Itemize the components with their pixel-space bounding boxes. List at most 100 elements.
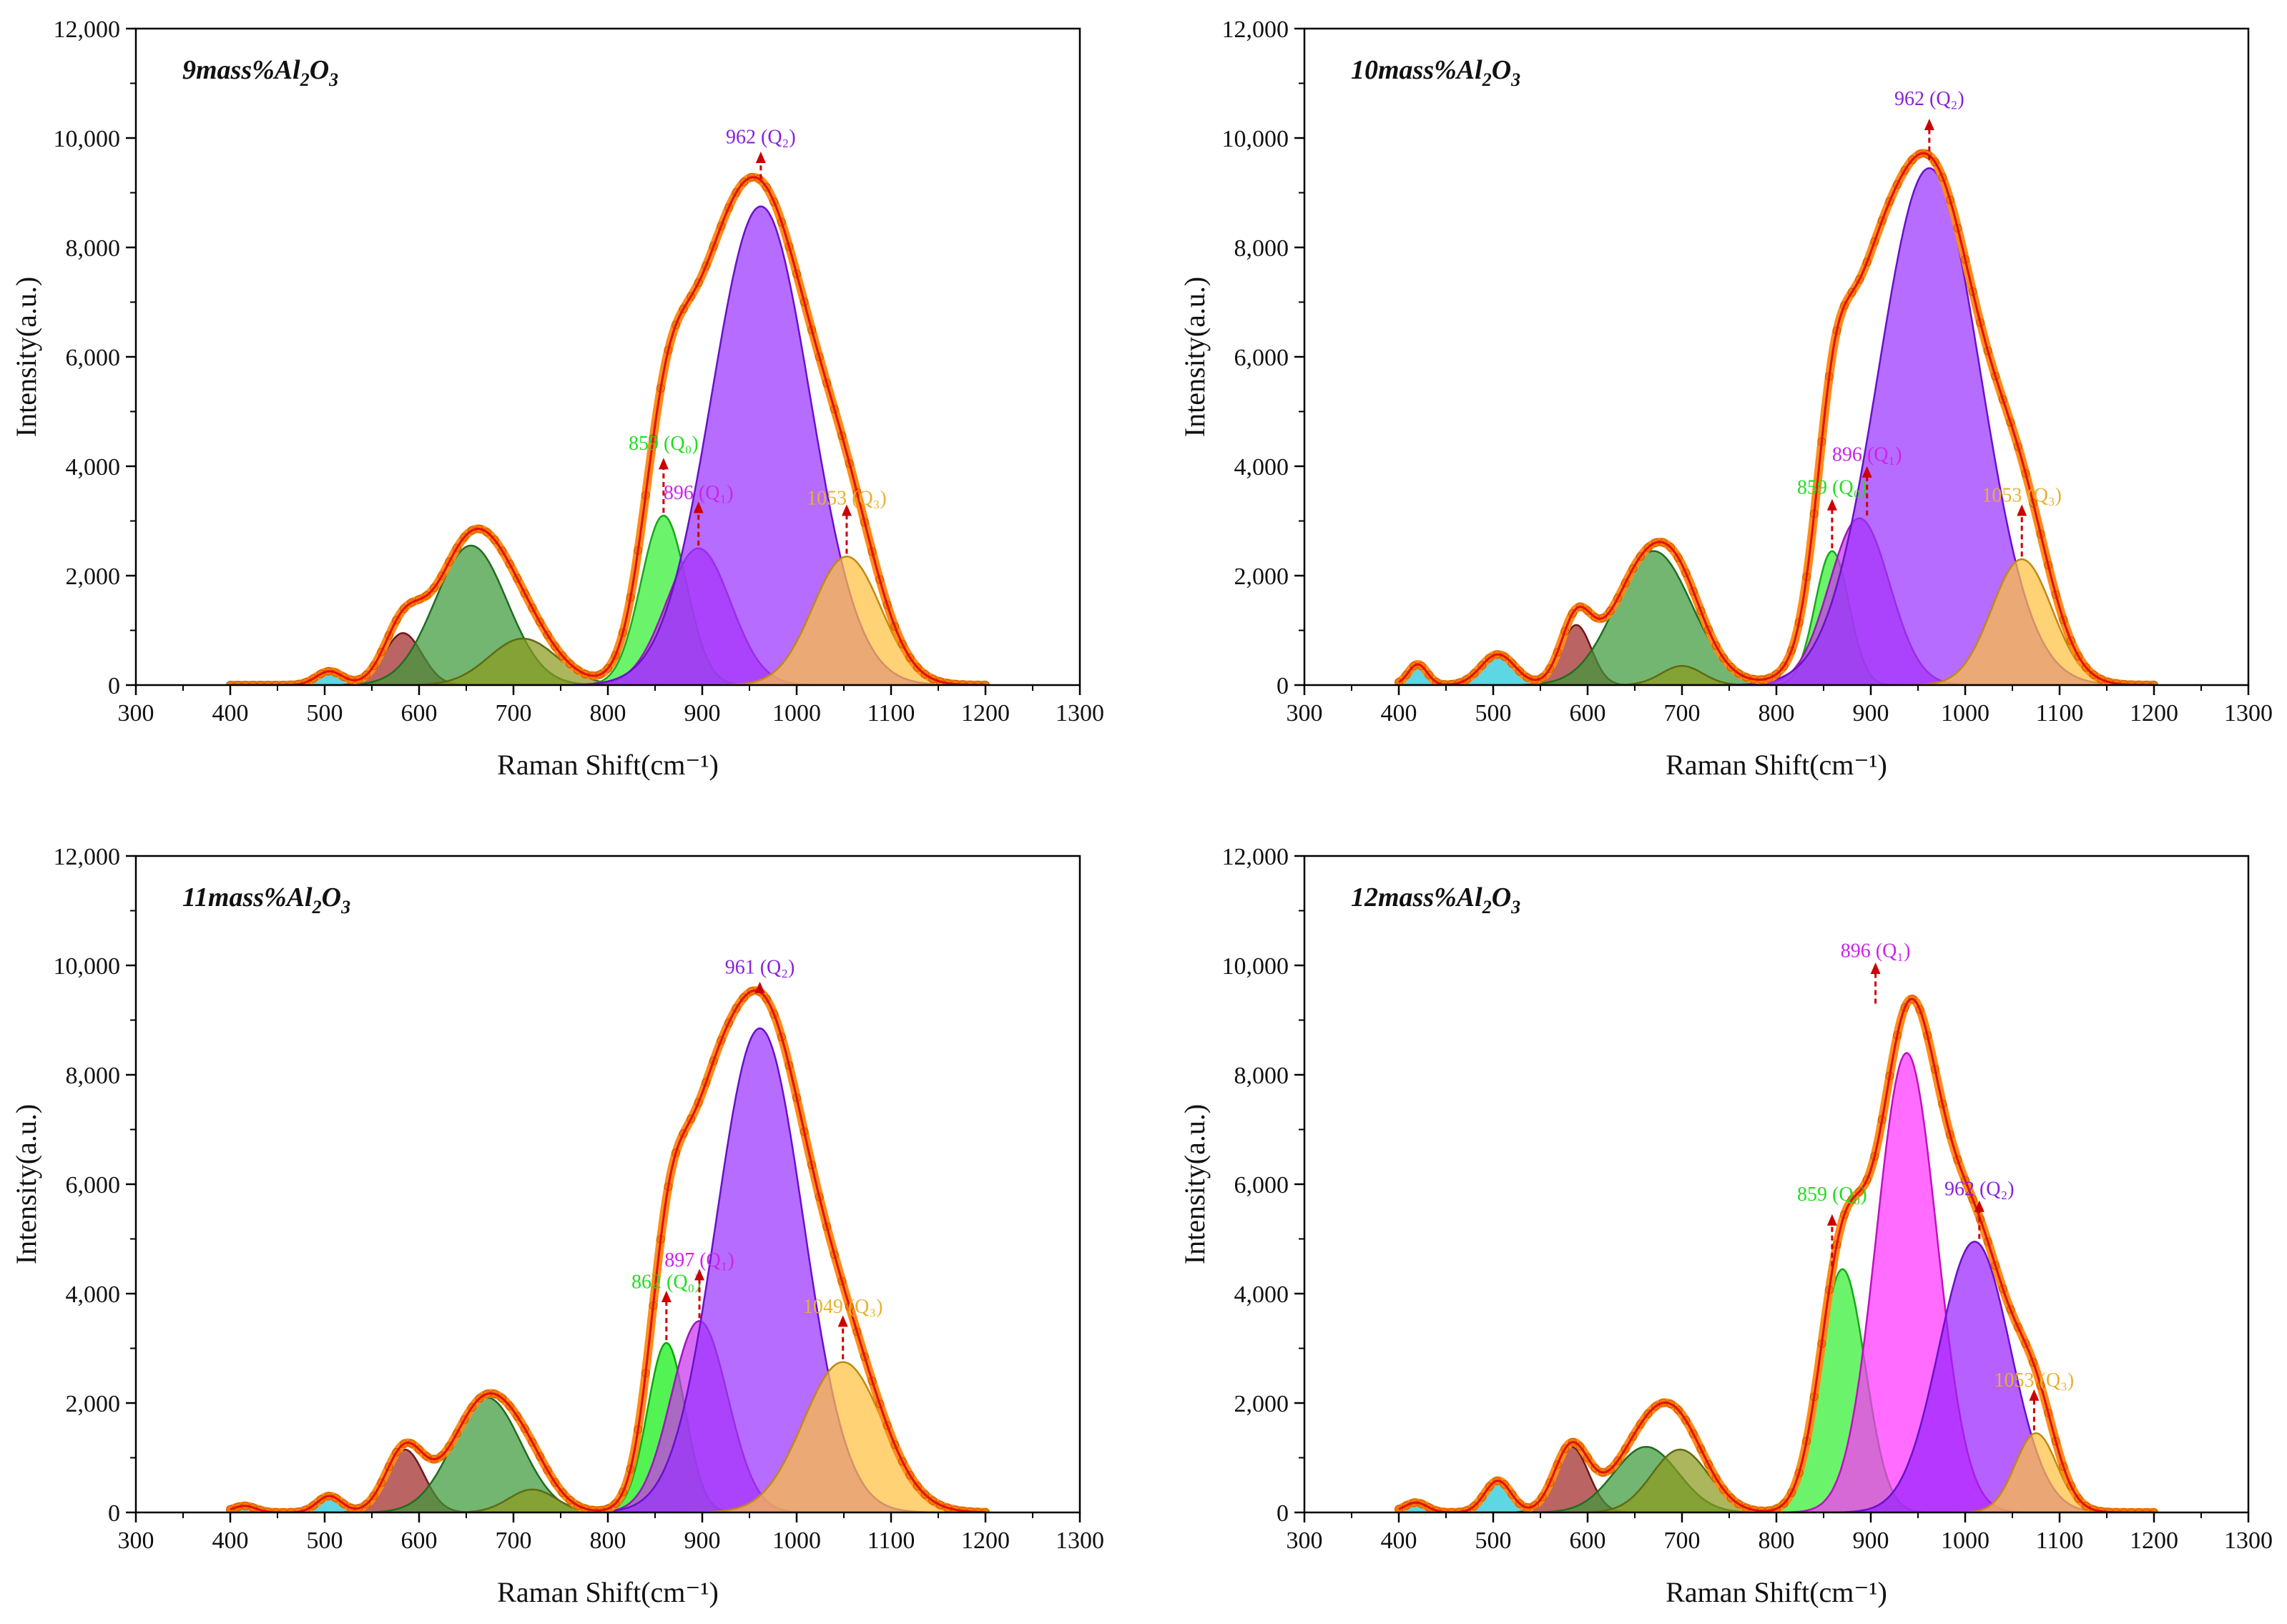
y-axis: 0 2,000 4,000 6,000 8,000 10,000 12,000 bbox=[54, 16, 136, 699]
y-tick-label: 2,000 bbox=[66, 564, 121, 590]
x-tick-label: 300 bbox=[118, 1527, 154, 1554]
y-tick-label: 6,000 bbox=[66, 1172, 121, 1199]
x-axis-label: Raman Shift(cm⁻¹) bbox=[497, 749, 719, 781]
annotation-arrow-head bbox=[2029, 1389, 2040, 1401]
chart-panel-3: 300 400 500 600 700 800 900 1000 1100 1200 1300 Ram… bbox=[10, 844, 1104, 1608]
plot-area bbox=[1395, 994, 2158, 1512]
annotation-label: 962 (Q₂) bbox=[1894, 88, 1964, 110]
y-tick-label: 6,000 bbox=[66, 345, 121, 371]
x-tick-label: 1000 bbox=[1941, 700, 1990, 727]
y-axis-label: Intensity(a.u.) bbox=[10, 1104, 42, 1264]
annotation-label: 897 (Q₁) bbox=[664, 1249, 734, 1271]
axes-frame bbox=[1303, 855, 2250, 1514]
y-tick-label: 10,000 bbox=[54, 953, 121, 980]
x-tick-label: 400 bbox=[1381, 700, 1417, 727]
annotation-label: 961 (Q₂) bbox=[725, 956, 795, 978]
peak-annotation: 859 (Q₀) bbox=[1797, 1183, 1867, 1266]
y-tick-label: 6,000 bbox=[1234, 345, 1289, 371]
peak-Q3 bbox=[1399, 558, 2154, 685]
x-tick-label: 900 bbox=[1853, 700, 1889, 727]
y-tick-label: 10,000 bbox=[54, 126, 121, 152]
annotation-arrow-head bbox=[841, 504, 852, 516]
peak-Q3 bbox=[230, 556, 986, 685]
x-tick-label: 500 bbox=[307, 1527, 343, 1554]
y-tick-label: 4,000 bbox=[66, 454, 121, 481]
y-axis-label: Intensity(a.u.) bbox=[1179, 1104, 1211, 1264]
x-tick-label: 700 bbox=[496, 700, 532, 727]
peak-annotation: 962 (Q₂) bbox=[1894, 88, 1964, 160]
x-axis: 300 400 500 600 700 800 900 1000 1100 1200 1300 bbox=[118, 685, 1104, 727]
annotation-arrow-head bbox=[661, 1291, 672, 1302]
x-tick-label: 1200 bbox=[2130, 1527, 2178, 1554]
x-tick-label: 300 bbox=[118, 700, 154, 727]
x-tick-label: 700 bbox=[496, 1527, 532, 1554]
x-tick-label: 1000 bbox=[1941, 1527, 1990, 1554]
peak-annotation: 896 (Q₁) bbox=[1841, 940, 1910, 1004]
axes-frame bbox=[1303, 27, 2250, 686]
x-tick-label: 600 bbox=[1570, 700, 1606, 727]
x-tick-label: 1100 bbox=[2036, 1527, 2084, 1554]
peak-Q2 bbox=[1399, 1241, 2154, 1512]
x-axis-label: Raman Shift(cm⁻¹) bbox=[1666, 749, 1887, 781]
y-tick-label: 4,000 bbox=[66, 1281, 121, 1308]
annotation-label: 859 (Q₀) bbox=[629, 433, 699, 455]
y-tick-label: 2,000 bbox=[1234, 1391, 1289, 1417]
x-tick-label: 1100 bbox=[867, 1527, 915, 1554]
peak-annotation: 1049 (Q₃) bbox=[803, 1296, 883, 1359]
x-tick-label: 1300 bbox=[2224, 1527, 2273, 1554]
annotation-label: 896 (Q₁) bbox=[1832, 443, 1902, 466]
y-tick-label: 2,000 bbox=[66, 1391, 121, 1417]
annotation-label: 962 (Q₂) bbox=[726, 127, 796, 149]
cumulative-fit-line bbox=[230, 989, 986, 1512]
annotation-label: 859 (Q₀) bbox=[1797, 476, 1867, 498]
cumulative-fit-line bbox=[230, 176, 985, 685]
x-tick-label: 800 bbox=[1759, 700, 1795, 727]
x-tick-label: 1000 bbox=[772, 700, 821, 727]
x-tick-label: 1200 bbox=[961, 1527, 1010, 1554]
x-tick-label: 500 bbox=[1475, 700, 1512, 727]
x-tick-label: 1300 bbox=[1056, 1527, 1104, 1554]
x-axis-label: Raman Shift(cm⁻¹) bbox=[497, 1576, 719, 1608]
annotation-label: 862 (Q₀) bbox=[631, 1271, 702, 1293]
annotation-arrow-head bbox=[1870, 963, 1881, 974]
peak-annotation: 859 (Q₀) bbox=[1797, 476, 1867, 548]
x-tick-label: 900 bbox=[1853, 1527, 1889, 1554]
annotation-arrow-head bbox=[755, 151, 766, 163]
plot-area bbox=[226, 986, 990, 1512]
y-tick-label: 0 bbox=[1277, 1500, 1289, 1527]
axes-frame bbox=[134, 855, 1081, 1514]
x-tick-label: 1100 bbox=[2036, 700, 2084, 727]
y-tick-label: 12,000 bbox=[1222, 844, 1289, 870]
peak-annotation: 862 (Q₀) bbox=[631, 1271, 702, 1341]
annotation-arrow-head bbox=[693, 501, 704, 513]
peak-annotation: 1053 (Q₃) bbox=[807, 488, 887, 554]
x-tick-label: 1300 bbox=[2224, 700, 2273, 727]
annotation-label: 1053 (Q₃) bbox=[1982, 485, 2062, 507]
peak-annotation: 961 (Q₂) bbox=[725, 956, 795, 993]
y-tick-label: 10,000 bbox=[1222, 126, 1289, 152]
peak-annotation: 896 (Q₁) bbox=[664, 482, 734, 546]
y-tick-label: 8,000 bbox=[1234, 235, 1289, 262]
annotation-label: 1049 (Q₃) bbox=[803, 1296, 883, 1318]
x-tick-label: 1200 bbox=[961, 700, 1010, 727]
annotation-label: 962 (Q₂) bbox=[1944, 1178, 2015, 1200]
x-tick-label: 900 bbox=[684, 1527, 721, 1554]
x-axis-label: Raman Shift(cm⁻¹) bbox=[1666, 1576, 1887, 1608]
chart-panel-4: 300 400 500 600 700 800 900 1000 1100 1200 1300 Ram… bbox=[1179, 844, 2273, 1608]
x-tick-label: 1100 bbox=[867, 700, 915, 727]
peak-annotation: 1053 (Q₃) bbox=[1995, 1369, 2074, 1431]
annotation-label: 896 (Q₁) bbox=[664, 482, 734, 504]
y-tick-label: 8,000 bbox=[66, 235, 121, 262]
y-tick-label: 2,000 bbox=[1234, 564, 1289, 590]
peak-annotation: 859 (Q₀) bbox=[629, 433, 699, 513]
x-tick-label: 300 bbox=[1287, 1527, 1323, 1554]
annotation-arrow-head bbox=[837, 1315, 848, 1327]
panel-title: 10mass%Al2O3 bbox=[1351, 55, 1520, 90]
panel-title: 12mass%Al2O3 bbox=[1351, 882, 1520, 917]
annotation-arrow-head bbox=[1826, 1214, 1837, 1226]
y-tick-label: 12,000 bbox=[1222, 16, 1289, 43]
y-tick-label: 12,000 bbox=[54, 16, 121, 43]
x-tick-label: 700 bbox=[1664, 1527, 1701, 1554]
annotation-arrow-head bbox=[2017, 504, 2027, 516]
chart-panel-1: 300 400 500 600 700 800 900 1000 1100 1200 1300 Ram… bbox=[10, 16, 1104, 781]
